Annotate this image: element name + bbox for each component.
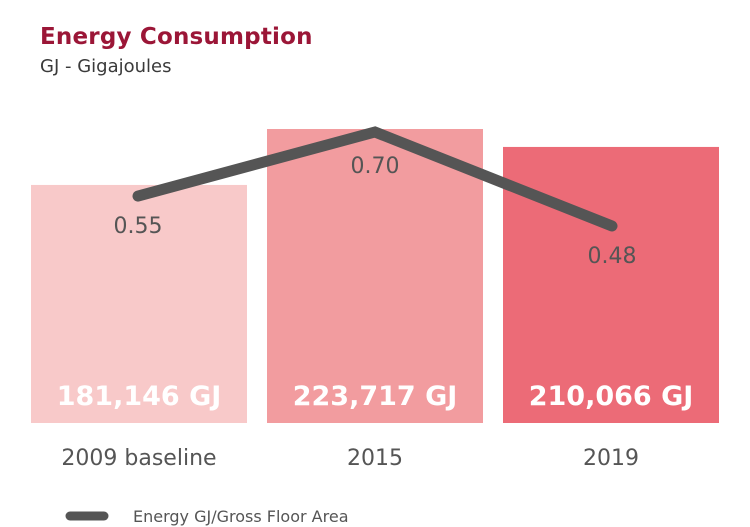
x-tick-label: 2015 bbox=[347, 446, 403, 471]
bar-value-label: 210,066 GJ bbox=[529, 381, 694, 412]
chart-title: Energy Consumption bbox=[40, 24, 313, 50]
line-value-label: 0.55 bbox=[114, 214, 163, 239]
chart-subtitle: GJ - Gigajoules bbox=[40, 56, 172, 77]
bar-0 bbox=[31, 184, 247, 423]
x-tick-label: 2009 baseline bbox=[61, 446, 216, 471]
bar-1 bbox=[267, 129, 483, 423]
bar-value-label: 181,146 GJ bbox=[57, 381, 222, 412]
x-tick-label: 2019 bbox=[583, 446, 639, 471]
bar-value-label: 223,717 GJ bbox=[293, 381, 458, 412]
legend-label: Energy GJ/Gross Floor Area bbox=[133, 507, 349, 526]
line-value-label: 0.70 bbox=[351, 154, 400, 179]
line-value-label: 0.48 bbox=[588, 244, 637, 269]
